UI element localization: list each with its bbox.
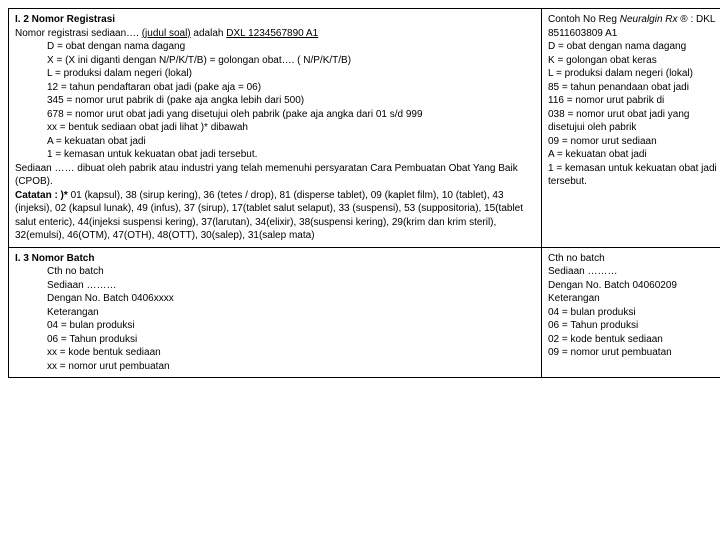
code-line: A = kekuatan obat jadi [548, 148, 720, 162]
contoh-italic: Neuralgin Rx [620, 14, 678, 25]
section-2-title: I. 2 Nomor Registrasi [15, 13, 535, 27]
batch-line: xx = nomor urut pembuatan [15, 360, 535, 374]
batch-line: Dengan No. Batch 0406xxxx [15, 292, 535, 306]
section-2-intro: Nomor registrasi sediaan…. (judul soal) … [15, 27, 535, 41]
section-2-right-cell: Contoh No Reg Neuralgin Rx ® : DKL 85116… [542, 9, 720, 248]
intro-u2: DXL 1234567890 A1 [226, 28, 318, 39]
intro-mid: adalah [191, 28, 227, 39]
intro-pre: Nomor registrasi sediaan…. [15, 28, 142, 39]
section-3-left-cell: I. 3 Nomor Batch Cth no batch Sediaan ……… [9, 247, 542, 378]
section-2-left-cell: I. 2 Nomor Registrasi Nomor registrasi s… [9, 9, 542, 248]
code-line: D = obat dengan nama dagang [15, 40, 535, 54]
intro-u1: (judul soal) [142, 28, 191, 39]
contoh-line: Contoh No Reg Neuralgin Rx ® : DKL 85116… [548, 13, 720, 40]
contoh-pre: Contoh No Reg [548, 14, 620, 25]
code-line: K = golongan obat keras [548, 54, 720, 68]
code-line: 345 = nomor urut pabrik di (pake aja ang… [15, 94, 535, 108]
batch-line: xx = kode bentuk sediaan [15, 346, 535, 360]
batch-line: 04 = bulan produksi [548, 306, 720, 320]
batch-line: 02 = kode bentuk sediaan [548, 333, 720, 347]
batch-line: 09 = nomor urut pembuatan [548, 346, 720, 360]
catatan-line: Catatan : )* 01 (kapsul), 38 (sirup keri… [15, 189, 535, 243]
code-line: 09 = nomor urut sediaan [548, 135, 720, 149]
batch-line: Keterangan [15, 306, 535, 320]
section-3-right-cell: Cth no batch Sediaan ……… Dengan No. Batc… [542, 247, 720, 378]
catatan-body: 01 (kapsul), 38 (sirup kering), 36 (tete… [15, 190, 523, 242]
batch-line: Sediaan ……… [548, 265, 720, 279]
code-line: L = produksi dalam negeri (lokal) [548, 67, 720, 81]
batch-line: 06 = Tahun produksi [15, 333, 535, 347]
sediaan-line: Sediaan …… dibuat oleh pabrik atau indus… [15, 162, 535, 189]
batch-line: 06 = Tahun produksi [548, 319, 720, 333]
batch-line: Cth no batch [548, 252, 720, 266]
code-line: A = kekuatan obat jadi [15, 135, 535, 149]
batch-line: Cth no batch [15, 265, 535, 279]
code-line: 116 = nomor urut pabrik di [548, 94, 720, 108]
catatan-label: Catatan : )* [15, 190, 68, 201]
code-line: 12 = tahun pendaftaran obat jadi (pake a… [15, 81, 535, 95]
batch-line: Keterangan [548, 292, 720, 306]
code-line: 85 = tahun penandaan obat jadi [548, 81, 720, 95]
code-line: 678 = nomor urut obat jadi yang disetuju… [15, 108, 535, 122]
batch-line: Sediaan ……… [15, 279, 535, 293]
code-line: 1 = kemasan untuk kekuatan obat jadi ter… [548, 162, 720, 189]
section-3-title: I. 3 Nomor Batch [15, 252, 535, 266]
document-table: I. 2 Nomor Registrasi Nomor registrasi s… [8, 8, 720, 378]
code-line: L = produksi dalam negeri (lokal) [15, 67, 535, 81]
code-line: xx = bentuk sediaan obat jadi lihat )* d… [15, 121, 535, 135]
code-line: 038 = nomor urut obat jadi yang disetuju… [548, 108, 720, 135]
code-line: 1 = kemasan untuk kekuatan obat jadi ter… [15, 148, 535, 162]
code-line: X = (X ini diganti dengan N/P/K/T/B) = g… [15, 54, 535, 68]
batch-line: 04 = bulan produksi [15, 319, 535, 333]
section-3-row: I. 3 Nomor Batch Cth no batch Sediaan ……… [9, 247, 720, 378]
code-line: D = obat dengan nama dagang [548, 40, 720, 54]
section-2-row: I. 2 Nomor Registrasi Nomor registrasi s… [9, 9, 720, 248]
batch-line: Dengan No. Batch 04060209 [548, 279, 720, 293]
